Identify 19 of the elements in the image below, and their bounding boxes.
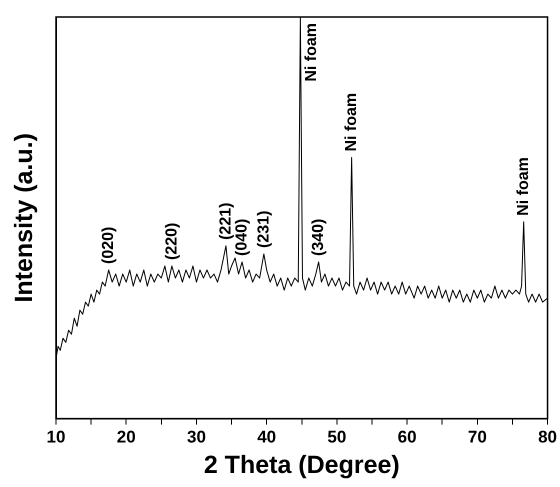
x-tick-label: 70 bbox=[468, 427, 487, 446]
annotation: (020) bbox=[100, 226, 118, 264]
annotation: Ni foam bbox=[515, 157, 532, 216]
x-tick-label: 10 bbox=[46, 427, 66, 446]
annotation: (340) bbox=[310, 218, 328, 256]
x-tick-label: 50 bbox=[327, 427, 346, 446]
annotation: (220) bbox=[163, 222, 180, 260]
y-axis-title: Intensity (a.u.) bbox=[10, 133, 38, 303]
annotation: Ni foam bbox=[343, 92, 360, 152]
annotation: (221) bbox=[217, 202, 234, 240]
x-tick-label: 30 bbox=[186, 427, 206, 446]
annotation: (040) bbox=[233, 218, 250, 256]
x-tick-label: 80 bbox=[538, 427, 558, 446]
annotation: (231) bbox=[255, 210, 272, 248]
annotation: Ni foam bbox=[302, 23, 320, 82]
x-tick-label: 60 bbox=[398, 427, 417, 446]
x-tick-label: 20 bbox=[116, 427, 136, 446]
x-axis-title: 2 Theta (Degree) bbox=[204, 450, 400, 479]
x-tick-label: 40 bbox=[257, 427, 276, 446]
